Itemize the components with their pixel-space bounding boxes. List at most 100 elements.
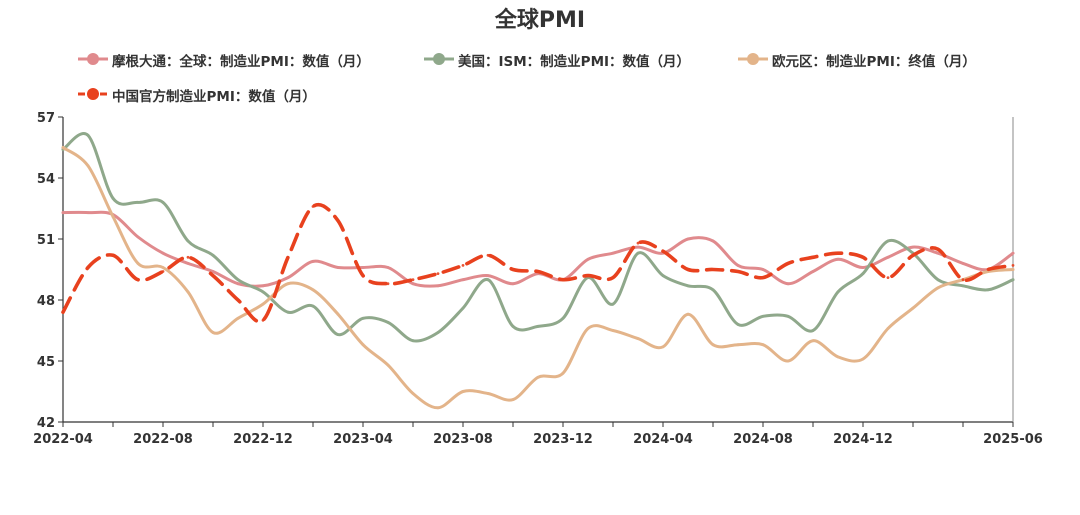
data-point bbox=[261, 290, 265, 294]
data-point bbox=[486, 274, 490, 277]
legend-label: 摩根大通：全球：制造业PMI：数值（月） bbox=[112, 54, 370, 70]
data-point bbox=[236, 298, 240, 302]
x-tick-label: 2022-12 bbox=[233, 432, 293, 447]
data-point bbox=[561, 371, 565, 375]
data-point bbox=[336, 312, 340, 316]
data-point bbox=[711, 268, 715, 271]
data-point bbox=[611, 329, 615, 332]
data-point bbox=[711, 343, 715, 347]
data-point bbox=[311, 260, 315, 263]
x-tick-label: 2023-04 bbox=[333, 432, 393, 447]
data-point bbox=[161, 266, 165, 269]
series-layer bbox=[61, 132, 1015, 410]
legend-marker-icon bbox=[738, 53, 768, 65]
data-point bbox=[886, 239, 890, 243]
data-point bbox=[386, 363, 390, 367]
series-jpm-global bbox=[61, 210, 1015, 288]
series-us-ism bbox=[61, 132, 1015, 343]
data-point bbox=[561, 278, 565, 282]
data-point bbox=[61, 146, 65, 149]
data-point bbox=[186, 255, 190, 259]
data-point bbox=[586, 327, 590, 330]
data-point bbox=[586, 274, 590, 277]
data-point bbox=[736, 270, 740, 273]
data-point bbox=[661, 274, 665, 277]
data-point bbox=[461, 390, 465, 393]
y-tick-label: 57 bbox=[37, 111, 55, 126]
data-point bbox=[411, 282, 415, 286]
data-point bbox=[511, 398, 515, 401]
data-point bbox=[261, 318, 265, 322]
data-point bbox=[111, 253, 115, 257]
data-point bbox=[611, 251, 615, 255]
data-point bbox=[361, 316, 365, 320]
data-point bbox=[511, 282, 515, 286]
x-tick-label: 2023-12 bbox=[533, 432, 593, 447]
data-point bbox=[886, 255, 890, 259]
data-point bbox=[961, 278, 965, 282]
data-point bbox=[611, 302, 615, 306]
data-point bbox=[986, 270, 990, 273]
data-point bbox=[486, 278, 490, 282]
data-point bbox=[511, 325, 515, 328]
data-point bbox=[911, 245, 915, 249]
data-point bbox=[86, 164, 90, 168]
data-point bbox=[936, 286, 940, 290]
data-point bbox=[686, 268, 690, 271]
data-point bbox=[636, 251, 640, 255]
data-point bbox=[411, 278, 415, 282]
data-point bbox=[461, 278, 465, 282]
data-point bbox=[1011, 278, 1015, 282]
data-point bbox=[461, 306, 465, 310]
data-point bbox=[311, 288, 315, 292]
data-point bbox=[136, 262, 140, 265]
data-point bbox=[161, 251, 165, 255]
data-point bbox=[761, 314, 765, 318]
y-tick-label: 42 bbox=[37, 416, 55, 431]
data-point bbox=[486, 392, 490, 395]
data-point bbox=[61, 211, 65, 215]
data-point bbox=[336, 219, 340, 223]
data-point bbox=[861, 255, 865, 259]
data-point bbox=[286, 276, 290, 279]
data-point bbox=[361, 266, 365, 269]
data-point bbox=[1011, 251, 1015, 255]
legend-label: 中国官方制造业PMI：数值（月） bbox=[112, 89, 316, 105]
axes: 42 45 48 51 54 57 2022-04 2022-08 2022-12 2023-04… bbox=[33, 111, 1043, 447]
data-point bbox=[111, 215, 115, 219]
data-point bbox=[236, 316, 240, 320]
x-tick-label: 2024-08 bbox=[733, 432, 793, 447]
data-point bbox=[436, 284, 440, 288]
data-point bbox=[686, 284, 690, 288]
data-point bbox=[761, 276, 765, 279]
series-china-official bbox=[61, 202, 1015, 324]
y-tick-label: 54 bbox=[37, 172, 55, 187]
data-point bbox=[186, 239, 190, 243]
data-point bbox=[211, 274, 215, 277]
data-point bbox=[211, 253, 215, 257]
data-point bbox=[136, 201, 140, 204]
data-point bbox=[586, 257, 590, 261]
legend-marker-icon bbox=[78, 53, 108, 65]
data-point bbox=[811, 329, 815, 332]
data-point bbox=[161, 201, 165, 204]
data-point bbox=[186, 290, 190, 294]
data-point bbox=[836, 290, 840, 294]
x-tick-label: 2023-08 bbox=[433, 432, 493, 447]
data-point bbox=[936, 251, 940, 255]
data-point bbox=[636, 337, 640, 340]
x-tick-label: 2022-04 bbox=[33, 432, 93, 447]
data-point bbox=[786, 314, 790, 318]
data-point bbox=[661, 345, 665, 349]
data-point bbox=[936, 247, 940, 251]
y-tick-label: 45 bbox=[37, 355, 55, 370]
data-point bbox=[411, 392, 415, 395]
series-line bbox=[61, 132, 1015, 343]
series-eurozone bbox=[61, 146, 1015, 410]
data-point bbox=[836, 251, 840, 255]
legend-marker-icon bbox=[78, 88, 108, 100]
data-point bbox=[736, 264, 740, 267]
x-tick-label: 2022-08 bbox=[133, 432, 193, 447]
data-point bbox=[736, 323, 740, 326]
data-point bbox=[661, 249, 665, 253]
